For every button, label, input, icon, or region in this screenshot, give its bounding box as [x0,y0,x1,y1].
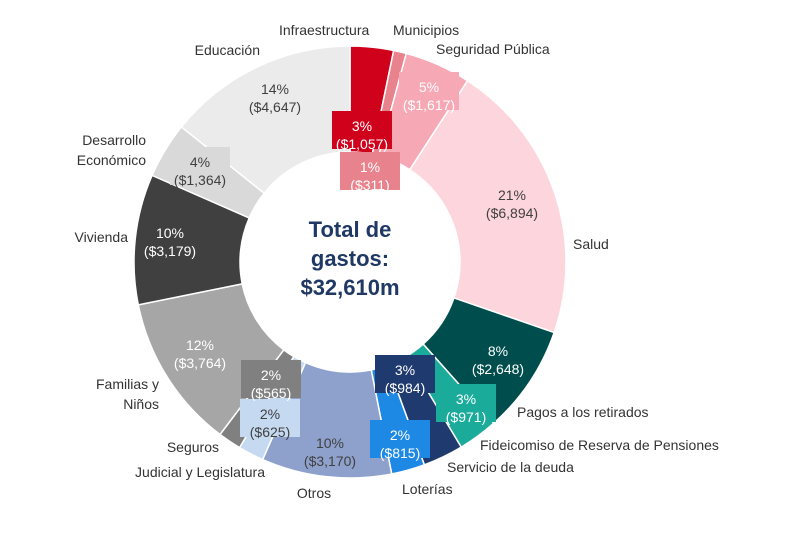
center-label-total: $32,610m [300,275,399,300]
category-label-educacion: Educación [195,42,260,58]
amount-label-educacion: ($4,647) [249,99,301,115]
percent-label-servicio-de-la-deuda: 3% [395,362,415,378]
percent-label-pagos-a-los-retirados: 8% [488,343,508,359]
value-label-box-seguros [241,360,301,398]
value-label-box-fideicomiso-de-reserva-de-pensiones [436,384,496,422]
category-label-salud: Salud [573,236,609,252]
category-label-desarrollo-economico: Desarrollo [82,132,146,148]
amount-label-pagos-a-los-retirados: ($2,648) [472,361,524,377]
amount-label-seguros: ($565) [251,385,291,401]
percent-label-municipios: 1% [360,159,380,175]
category-label-pagos-a-los-retirados: Pagos a los retirados [517,404,649,420]
value-label-box-municipios [340,152,400,190]
percent-label-vivienda: 10% [156,225,184,241]
amount-label-infraestructura: ($1,057) [336,136,388,152]
percent-label-infraestructura: 3% [352,118,372,134]
category-label-infraestructura: Infraestructura [279,22,369,38]
value-label-box-infraestructura [332,111,392,149]
center-label-line-1: Total de [309,217,392,242]
category-label-judicial-y-legislatura: Judicial y Legislatura [135,464,265,480]
value-label-box-loterias [370,420,430,458]
category-label-desarrollo-economico: Económico [77,152,146,168]
category-label-otros: Otros [297,485,331,501]
percent-label-desarrollo-economico: 4% [190,154,210,170]
value-label-box-seguridad-publica [399,72,459,110]
category-labels: Infraestructura Municipios Seguridad Públi… [75,22,719,501]
percent-label-seguros: 2% [261,367,281,383]
category-label-servicio-de-la-deuda: Servicio de la deuda [447,459,574,475]
percent-label-judicial-y-legislatura: 2% [260,406,280,422]
percent-label-familias-y-ninos: 12% [186,337,214,353]
category-label-seguridad-publica: Seguridad Pública [436,41,550,57]
percent-label-otros: 10% [316,435,344,451]
category-label-municipios: Municipios [393,22,459,38]
center-label-line-2: gastos: [311,246,389,271]
percent-label-educacion: 14% [261,81,289,97]
category-label-loterias: Loterías [402,481,453,497]
category-label-familias-y-ninos: Niños [123,396,159,412]
category-label-fideicomiso-de-reserva-de-pensiones: Fideicomiso de Reserva de Pensiones [480,437,719,453]
value-label-box-judicial-y-legislatura [240,399,300,437]
category-label-vivienda: Vivienda [75,229,129,245]
amount-label-municipios: ($311) [350,177,389,193]
amount-label-desarrollo-economico: ($1,364) [174,172,226,188]
percent-label-fideicomiso-de-reserva-de-pensiones: 3% [456,391,476,407]
amount-label-loterias: ($815) [380,445,420,461]
value-label-box-desarrollo-economico [170,147,230,185]
amount-label-familias-y-ninos: ($3,764) [174,355,226,371]
amount-label-servicio-de-la-deuda: ($984) [385,380,425,396]
amount-label-fideicomiso-de-reserva-de-pensiones: ($971) [446,409,486,425]
percent-label-salud: 21% [498,187,526,203]
amount-label-seguridad-publica: ($1,617) [403,97,455,113]
value-label-box-servicio-de-la-deuda [375,355,435,393]
category-label-familias-y-ninos: Familias y [96,376,159,392]
category-label-seguros: Seguros [167,439,219,455]
amount-label-vivienda: ($3,179) [144,243,196,259]
slice-salud [408,79,567,334]
amount-label-salud: ($6,894) [486,205,538,221]
amount-label-otros: ($3,170) [304,453,356,469]
value-labels: 3% ($1,057) 1% ($311) 5% ($1,617) 21% ($6,894) 8… [144,72,538,469]
amount-label-judicial-y-legislatura: ($625) [250,424,290,440]
percent-label-loterias: 2% [390,427,410,443]
percent-label-seguridad-publica: 5% [419,79,439,95]
